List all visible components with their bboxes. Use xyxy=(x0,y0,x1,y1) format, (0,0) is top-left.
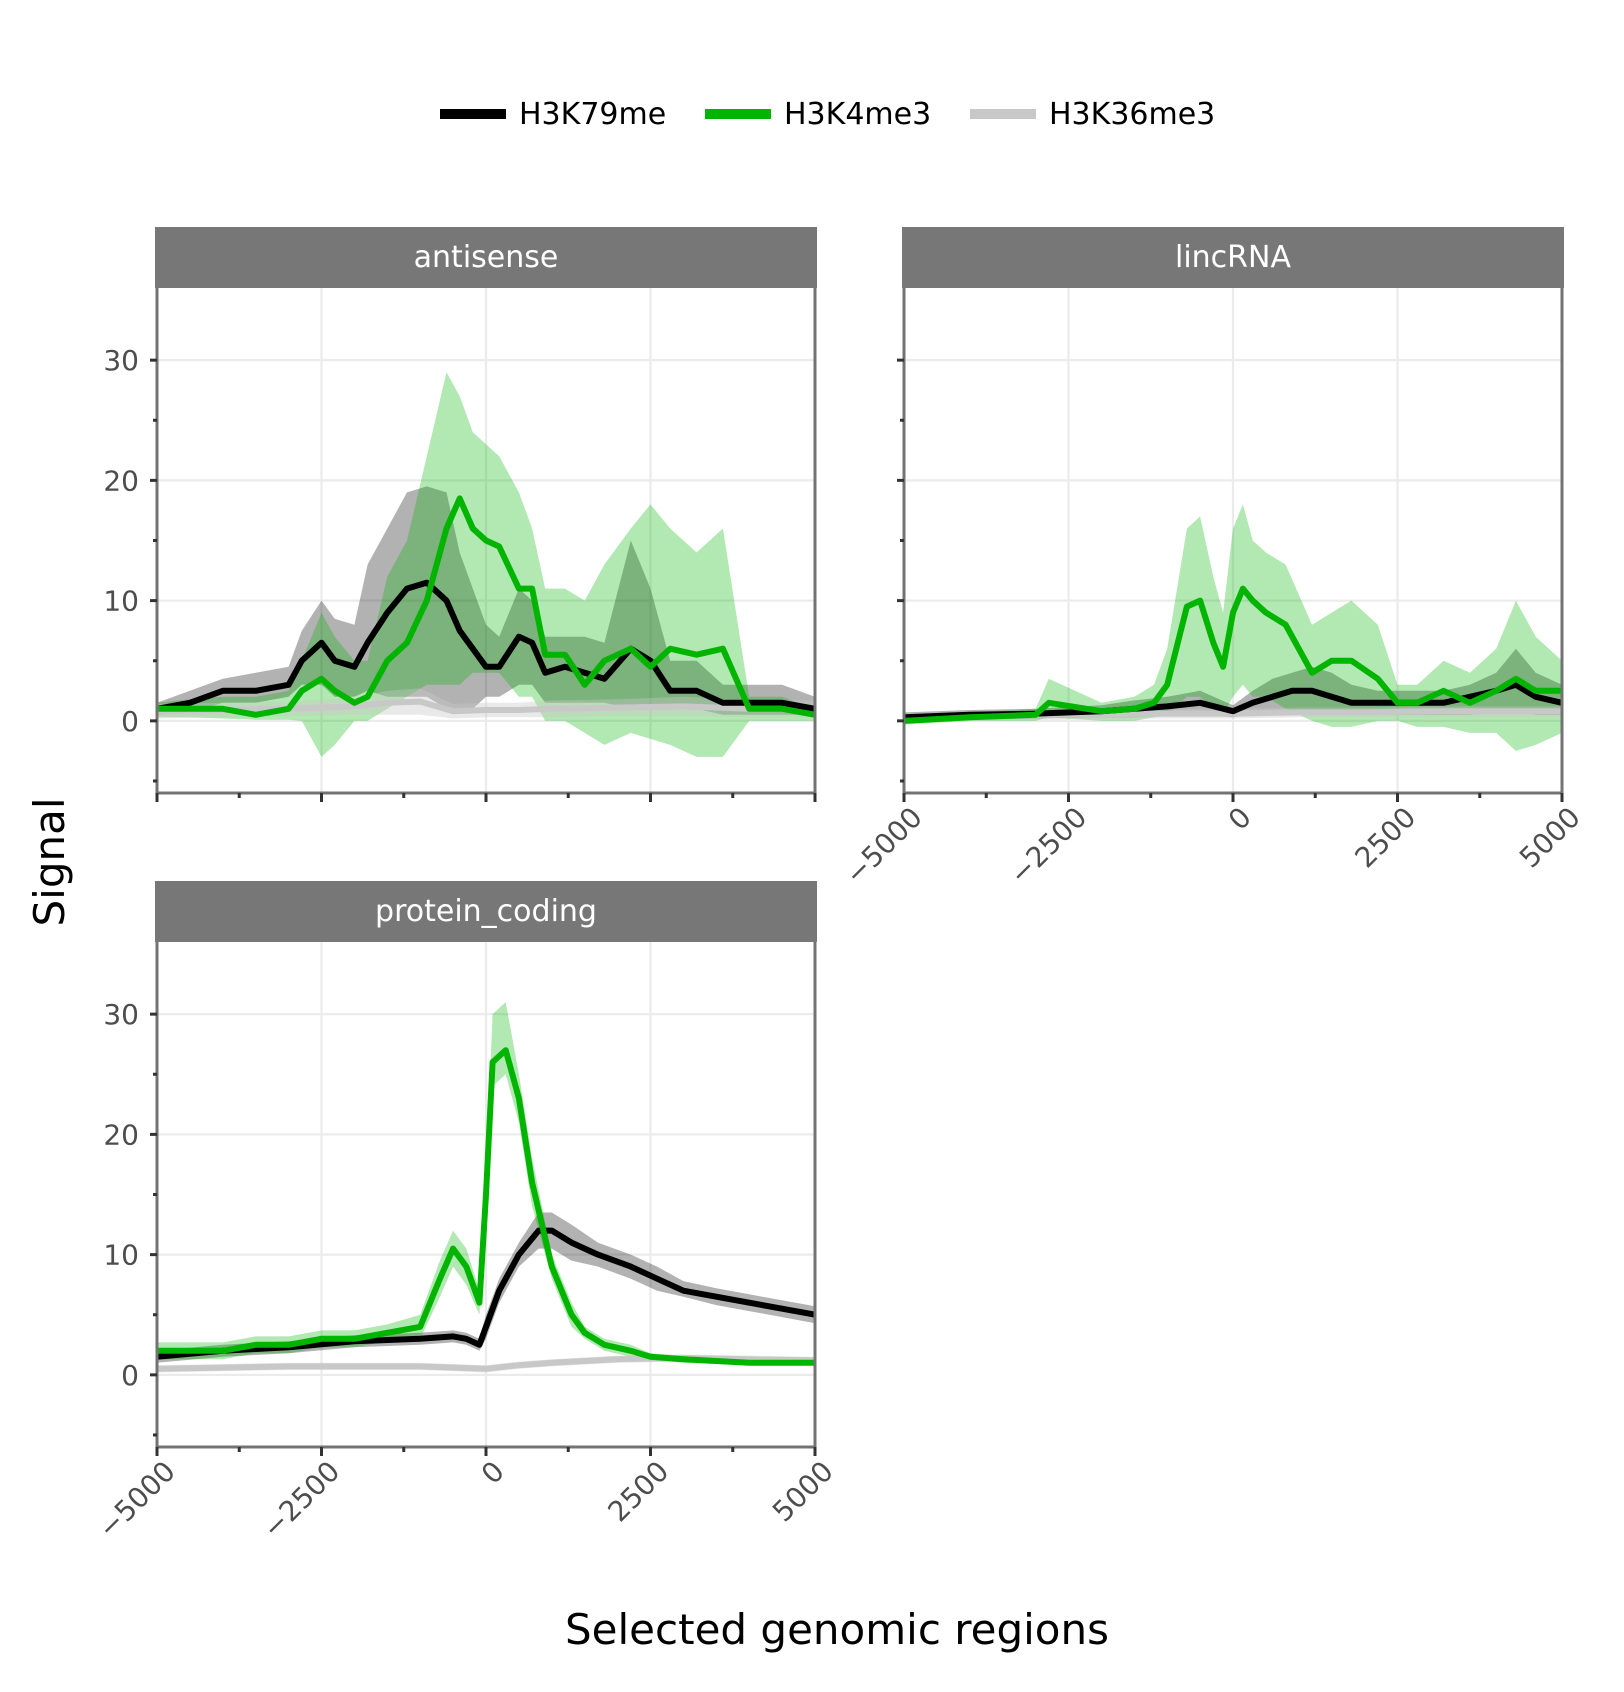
legend: H3K79me H3K4me3 H3K36me3 xyxy=(440,97,1215,132)
legend-item-h3k4me3: H3K4me3 xyxy=(705,97,931,132)
ribbon-h3k36me3 xyxy=(157,688,815,719)
facet-strip xyxy=(902,227,1564,288)
y-axis-ticks xyxy=(897,358,904,783)
y-tick-label: 20 xyxy=(103,1118,139,1151)
y-tick-label: 30 xyxy=(103,998,139,1031)
line-h3k4me3 xyxy=(904,585,1562,724)
y-tick-label: 0 xyxy=(121,1359,139,1392)
y-axis-ticks: 0 10 20 30 xyxy=(103,998,157,1437)
facet-label: protein_coding xyxy=(375,894,597,929)
x-axis-ticks xyxy=(155,793,817,802)
y-tick-label: 10 xyxy=(103,1239,139,1272)
plot-area xyxy=(157,1002,815,1373)
y-axis-ticks: 0 10 20 30 xyxy=(103,344,157,783)
legend-item-h3k36me3: H3K36me3 xyxy=(970,97,1215,132)
x-axis-title: Selected genomic regions xyxy=(565,1605,1109,1654)
plot-area xyxy=(157,372,815,757)
facet-strip xyxy=(155,881,817,942)
panel-antisense: antisense 0 10 20 30 xyxy=(103,227,817,802)
legend-label-h3k36me3: H3K36me3 xyxy=(1049,97,1215,132)
line-h3k79me xyxy=(157,579,815,712)
legend-label-h3k79me: H3K79me xyxy=(519,97,666,132)
facet-strip xyxy=(155,227,817,288)
plot-area xyxy=(904,504,1562,751)
line-h3k79me xyxy=(157,1227,815,1360)
legend-item-h3k79me: H3K79me xyxy=(440,97,666,132)
y-tick-label: 30 xyxy=(103,344,139,377)
line-h3k4me3 xyxy=(157,1047,815,1366)
panel-lincRNA: lincRNA−5000 −2500 0 2500 5000 xyxy=(838,227,1587,891)
facet-label: lincRNA xyxy=(1175,240,1291,275)
line-h3k4me3 xyxy=(157,495,815,718)
legend-label-h3k4me3: H3K4me3 xyxy=(784,97,931,132)
y-axis-title: Signal xyxy=(25,797,74,926)
y-tick-label: 0 xyxy=(121,705,139,738)
y-tick-label: 20 xyxy=(103,464,139,497)
y-tick-label: 10 xyxy=(103,585,139,618)
line-h3k36me3 xyxy=(157,698,815,715)
facet-label: antisense xyxy=(414,240,559,275)
